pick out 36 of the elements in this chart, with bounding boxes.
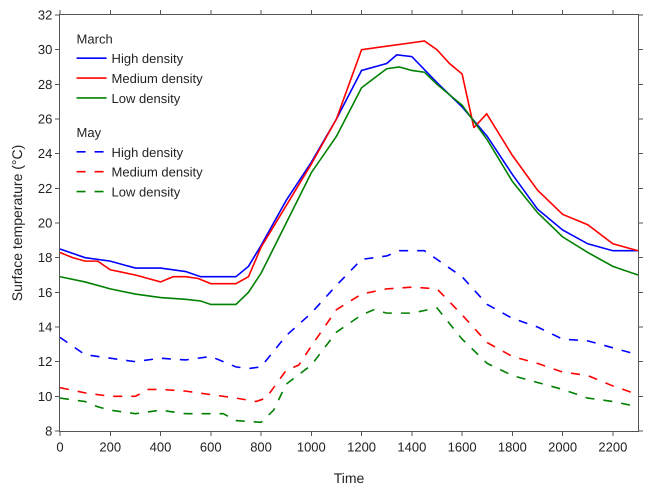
x-tick-label: 2000 — [548, 440, 578, 455]
y-axis-title: Surface temperature (°C) — [9, 144, 25, 302]
y-tick-label: 18 — [38, 250, 52, 266]
y-tick-label: 16 — [38, 284, 52, 300]
x-tick-label: 600 — [200, 440, 222, 455]
legend-label: High density — [112, 51, 184, 66]
legend-label: High density — [112, 144, 184, 160]
x-axis-title: Time — [334, 470, 365, 486]
x-tick-label: 0 — [56, 440, 64, 455]
x-tick-label: 800 — [250, 440, 272, 455]
y-tick-label: 22 — [38, 180, 52, 196]
x-tick-label: 400 — [150, 440, 172, 455]
y-tick-label: 30 — [38, 42, 52, 58]
x-tick-label: 2200 — [598, 440, 628, 455]
line-series — [60, 66, 638, 306]
legend-label: Low density — [112, 184, 181, 200]
y-tick-label: 28 — [38, 76, 52, 92]
annotation: March — [76, 31, 113, 46]
y-tick-label: 32 — [38, 8, 52, 23]
x-tick-label: 1200 — [347, 440, 376, 455]
y-tick-label: 8 — [45, 424, 52, 439]
x-tick-label: 200 — [99, 440, 122, 455]
y-tick-label: 24 — [38, 146, 52, 162]
annotation: May — [76, 124, 102, 140]
y-tick-label: 26 — [38, 112, 52, 127]
y-tick-label: 10 — [38, 388, 52, 404]
legend-label: Medium density — [112, 164, 204, 180]
legend-label: Low density — [112, 91, 181, 106]
legend-label: Medium density — [112, 71, 204, 86]
x-tick-label: 1800 — [498, 440, 527, 455]
y-tick-label: 12 — [38, 354, 52, 370]
x-tick-label: 1000 — [296, 440, 326, 455]
x-tick-label: 1600 — [448, 440, 477, 455]
y-tick-label: 14 — [38, 320, 52, 335]
x-tick-label: 1400 — [397, 440, 426, 455]
y-tick-label: 20 — [38, 216, 52, 231]
